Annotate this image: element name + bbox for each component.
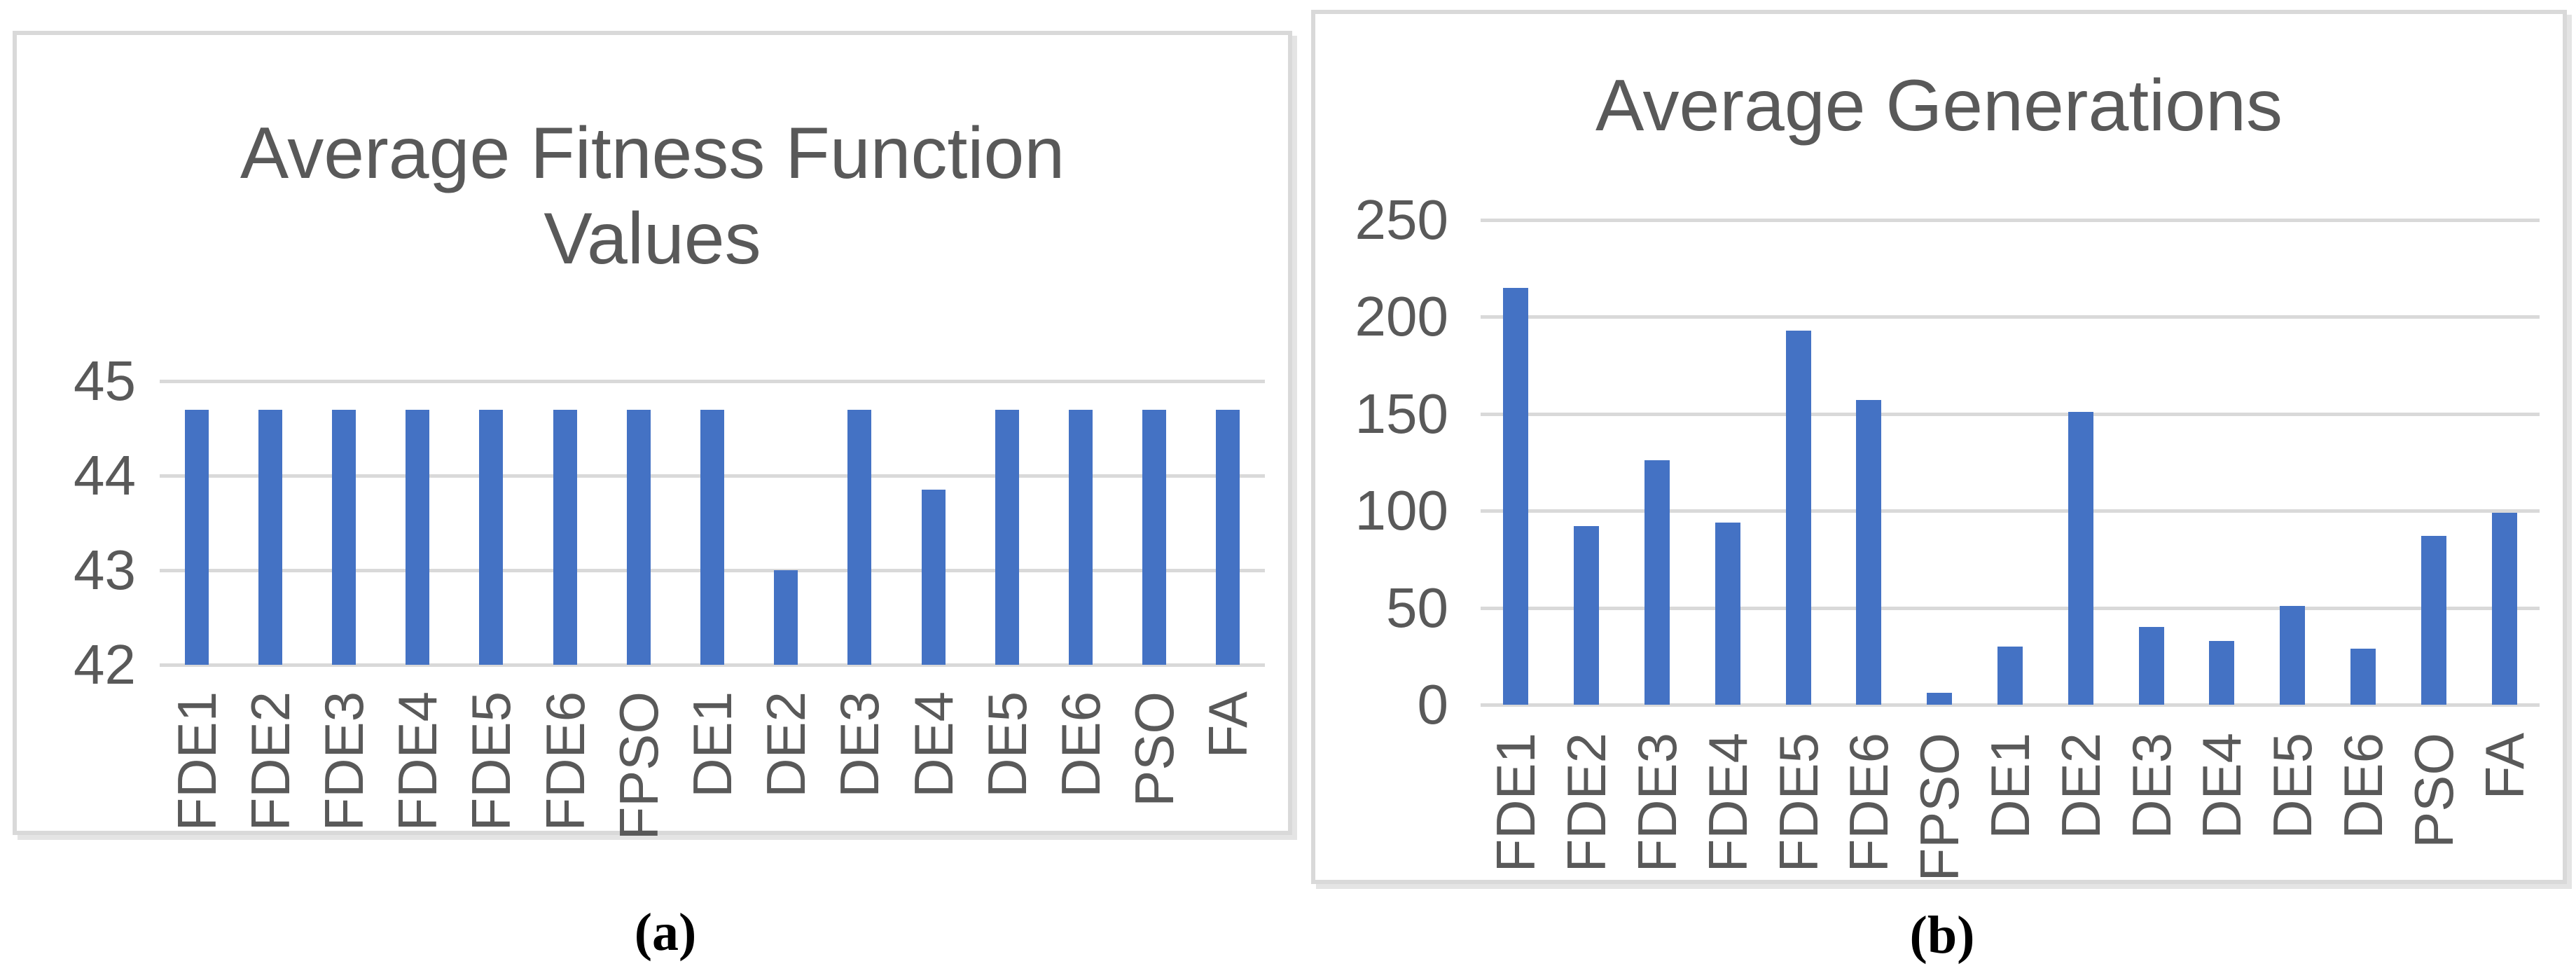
x-category-label-FA: FA (2473, 733, 2535, 800)
bar-DE6 (1069, 409, 1093, 665)
gridline-y200 (1481, 315, 2540, 319)
x-category-label-DE3: DE3 (2120, 733, 2182, 839)
x-category-label-DE5: DE5 (976, 691, 1038, 798)
chart-a-title: Average Fitness Function Values (17, 111, 1288, 282)
panel-caption-a: (a) (634, 903, 697, 962)
bar-FPSO (626, 409, 651, 665)
gridline-y50 (1481, 606, 2540, 610)
bar-FA (2491, 512, 2517, 705)
bar-DE3 (2138, 627, 2164, 705)
y-tick-label-44: 44 (74, 444, 136, 506)
bar-FDE6 (553, 409, 577, 665)
x-category-label-DE1: DE1 (1979, 733, 2041, 839)
bar-FDE1 (184, 409, 209, 665)
bar-FDE3 (332, 409, 356, 665)
gridline-y45 (160, 380, 1265, 383)
y-tick-label-42: 42 (74, 633, 136, 696)
x-category-label-PSO: PSO (2402, 733, 2465, 848)
x-category-label-DE2: DE2 (2049, 733, 2112, 839)
y-tick-label-45: 45 (74, 350, 136, 412)
y-tick-label-250: 250 (1355, 188, 1448, 251)
x-category-label-FPSO: FPSO (1909, 733, 1971, 882)
x-category-label-FA: FA (1197, 691, 1259, 759)
bar-DE5 (2280, 605, 2306, 705)
x-category-label-FDE5: FDE5 (1767, 733, 1829, 873)
chart-a-title-line1: Average Fitness Function (240, 113, 1065, 194)
bar-FDE3 (1644, 460, 1670, 705)
gridline-y150 (1481, 412, 2540, 416)
bar-DE4 (921, 490, 946, 665)
bar-DE1 (700, 409, 724, 665)
x-category-label-DE5: DE5 (2262, 733, 2324, 839)
x-category-label-FDE6: FDE6 (534, 691, 596, 831)
gridline-y250 (1481, 219, 2540, 222)
bar-DE2 (774, 570, 798, 665)
bar-DE1 (1997, 646, 2023, 705)
bar-FDE5 (479, 409, 504, 665)
bar-FDE4 (1715, 522, 1740, 705)
y-tick-label-100: 100 (1355, 479, 1448, 542)
y-tick-label-200: 200 (1355, 285, 1448, 348)
y-tick-label-0: 0 (1417, 673, 1449, 736)
y-tick-label-43: 43 (74, 539, 136, 601)
x-category-label-FDE4: FDE4 (387, 691, 449, 831)
x-category-label-FDE4: FDE4 (1696, 733, 1759, 873)
bar-DE4 (2209, 640, 2235, 705)
bar-PSO (1142, 409, 1167, 665)
chart-b-title: Average Generations (1315, 63, 2563, 149)
x-category-label-DE4: DE4 (902, 691, 964, 798)
bar-FDE1 (1503, 287, 1529, 705)
x-category-label-PSO: PSO (1123, 691, 1186, 807)
chart-a-card: Average Fitness Function Values 42 43 44 45… (13, 31, 1292, 840)
x-category-label-DE4: DE4 (2191, 733, 2253, 839)
bar-DE2 (2068, 412, 2093, 705)
x-category-label-DE3: DE3 (829, 691, 891, 798)
x-category-label-FDE6: FDE6 (1838, 733, 1900, 873)
gridline-y100 (1481, 509, 2540, 513)
x-category-label-DE1: DE1 (681, 691, 743, 798)
bar-FDE2 (1574, 526, 1600, 705)
x-category-label-FDE3: FDE3 (1626, 733, 1688, 873)
bar-FDE4 (406, 409, 430, 665)
bar-DE3 (847, 409, 872, 665)
bar-FDE5 (1785, 330, 1811, 705)
chart-b-title-line1: Average Generations (1595, 65, 2283, 146)
x-category-label-FDE2: FDE2 (239, 691, 301, 831)
y-tick-label-150: 150 (1355, 382, 1448, 445)
x-category-label-FDE3: FDE3 (313, 691, 375, 831)
bar-FDE6 (1856, 400, 1882, 705)
x-category-label-DE2: DE2 (755, 691, 817, 798)
x-category-label-FDE5: FDE5 (460, 691, 522, 831)
panel-caption-b: (b) (1909, 906, 1975, 965)
gridline-y0 (1481, 703, 2540, 707)
bar-FA (1216, 409, 1240, 665)
x-category-label-FDE1: FDE1 (1485, 733, 1547, 873)
bar-PSO (2421, 536, 2446, 705)
bar-FDE2 (258, 409, 282, 665)
x-category-label-FPSO: FPSO (607, 691, 670, 841)
bar-DE5 (995, 409, 1019, 665)
x-category-label-FDE2: FDE2 (1556, 733, 1618, 873)
x-category-label-FDE1: FDE1 (165, 691, 228, 831)
gridline-y42 (160, 663, 1265, 667)
chart-b-card: Average Generations 0 50 100 150 200 250 FDE1 F… (1311, 10, 2567, 884)
bar-FPSO (1927, 693, 1953, 705)
x-category-label-DE6: DE6 (1050, 691, 1112, 798)
chart-a-title-line2: Values (543, 198, 761, 280)
y-tick-label-50: 50 (1386, 576, 1448, 639)
x-category-label-DE6: DE6 (2332, 733, 2394, 839)
bar-DE6 (2350, 648, 2376, 705)
